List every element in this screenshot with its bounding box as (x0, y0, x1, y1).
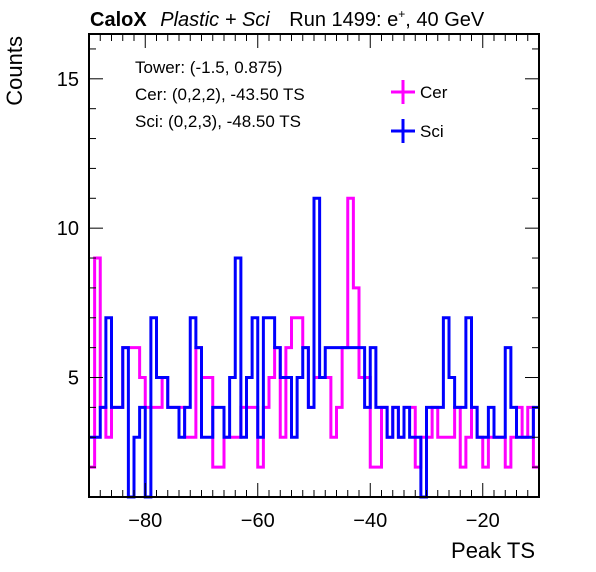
x-tick-label: −60 (241, 510, 275, 532)
annotation-sci: Sci: (0,2,3), -48.50 TS (135, 112, 301, 131)
legend-label-cer: Cer (420, 83, 448, 102)
legend: Cer Sci (391, 80, 448, 143)
ticks-group: −80 −60 −40 −20 5 10 15 (57, 34, 540, 532)
series-line-sci (89, 196, 539, 499)
legend-marker-sci (391, 119, 415, 143)
x-axis-label: Peak TS (451, 538, 535, 563)
subtitle-label: Plastic + Sci (160, 9, 270, 31)
y-tick-label: 10 (57, 218, 79, 240)
legend-label-sci: Sci (420, 122, 444, 141)
annotation-tower: Tower: (-1.5, 0.875) (135, 58, 282, 77)
header-title: CaloX Plastic + Sci Run 1499: e+, 40 GeV (90, 7, 485, 31)
y-axis-label: Counts (2, 36, 27, 106)
x-tick-label: −20 (466, 510, 500, 532)
y-tick-label: 5 (68, 368, 79, 390)
x-tick-label: −40 (353, 510, 387, 532)
x-tick-label: −80 (128, 510, 162, 532)
run-label: Run 1499: e (289, 9, 398, 31)
brand-label: CaloX (90, 9, 147, 31)
annotation-cer: Cer: (0,2,2), -43.50 TS (135, 85, 305, 104)
series-group (89, 196, 539, 499)
y-tick-label: 15 (57, 69, 79, 91)
run-energy-label: , 40 GeV (405, 9, 485, 31)
run-superscript: + (398, 7, 405, 21)
legend-marker-cer (391, 80, 415, 104)
